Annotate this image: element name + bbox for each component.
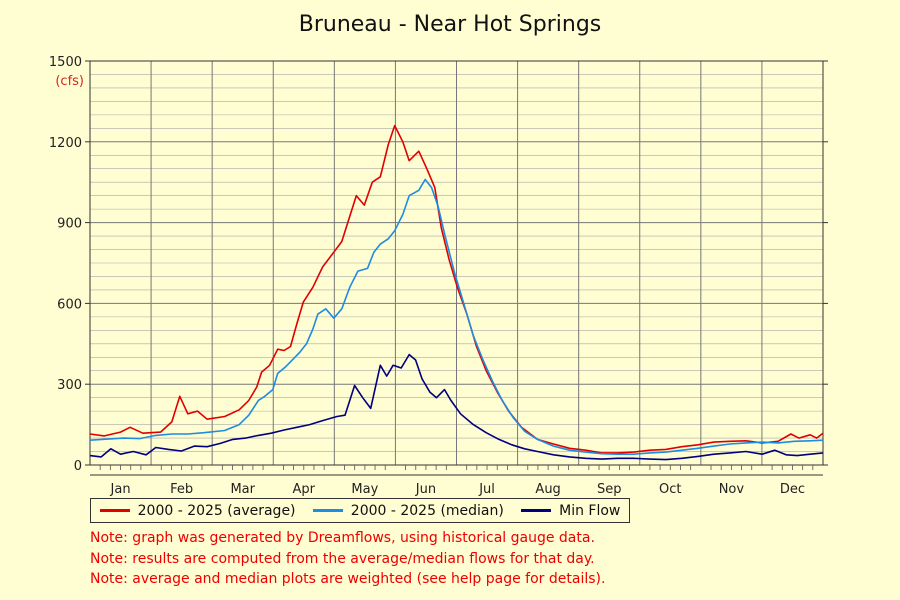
x-tick-label: Jul (478, 482, 495, 497)
x-tick-label: Dec (780, 482, 805, 497)
series-line-median (89, 178, 824, 455)
legend-swatch-median (312, 509, 343, 512)
x-tick-label: Jan (110, 482, 131, 497)
x-tick-label: May (351, 482, 378, 497)
legend-label-min-flow: Min Flow (559, 502, 621, 519)
x-tick-label: Jun (415, 482, 436, 497)
y-tick-label: 900 (57, 217, 82, 232)
notes: Note: graph was generated by Dreamflows,… (90, 528, 605, 590)
x-tick-label: Sep (597, 482, 622, 497)
legend-item-average: 2000 - 2025 (average) (99, 502, 296, 519)
y-tick-label: 300 (57, 378, 82, 393)
legend-item-min-flow: Min Flow (521, 503, 620, 519)
x-tick-label: Feb (170, 482, 193, 497)
x-tick-label: Oct (659, 482, 681, 497)
legend-label-average: 2000 - 2025 (average) (137, 502, 296, 519)
note-line: Note: results are computed from the aver… (90, 550, 595, 567)
y-tick-label: 1500 (49, 55, 82, 70)
legend-swatch-average (99, 509, 130, 512)
legend: 2000 - 2025 (average) 2000 - 2025 (media… (90, 498, 630, 523)
axes: 0 300 600 900 1200 1500 Jan Feb Mar Apr May Jun Jul A… (49, 55, 828, 497)
note-line: Note: average and median plots are weigh… (90, 571, 606, 587)
series-line-average (89, 124, 824, 454)
legend-swatch-min-flow (521, 509, 552, 512)
grid (89, 60, 824, 466)
legend-label-median: 2000 - 2025 (median) (350, 502, 504, 519)
y-unit-label: (cfs) (55, 74, 84, 89)
note-line: Note: graph was generated by Dreamflows,… (90, 530, 595, 546)
plot-frame (89, 60, 824, 466)
series-line-min-flow (89, 353, 824, 461)
x-tick-label: Apr (293, 482, 316, 497)
x-tick-label: Mar (230, 482, 255, 497)
y-tick-label: 600 (57, 297, 82, 312)
legend-item-median: 2000 - 2025 (median) (312, 502, 504, 519)
chart-title: Bruneau - Near Hot Springs (298, 12, 602, 37)
x-tick-label: Aug (535, 482, 560, 497)
series-lines (89, 124, 824, 461)
y-tick-label: 1200 (49, 136, 82, 151)
x-tick-label: Nov (719, 482, 745, 497)
y-tick-label: 0 (74, 459, 82, 474)
